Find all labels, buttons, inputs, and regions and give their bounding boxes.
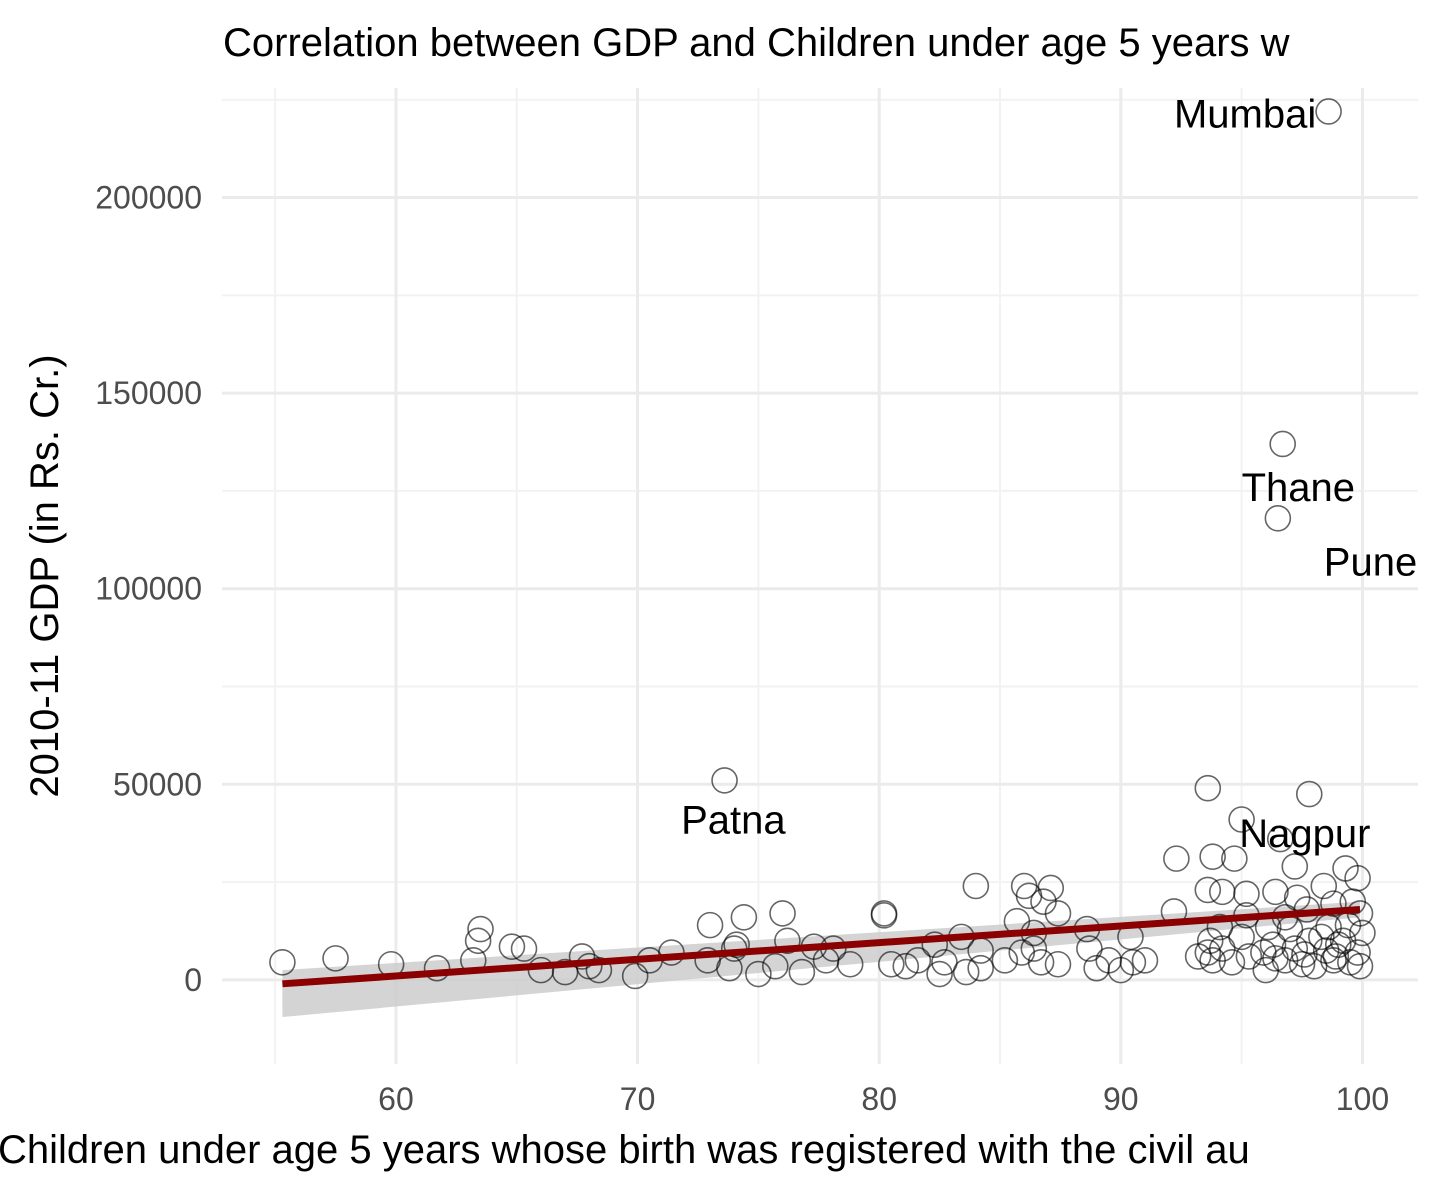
y-tick-label: 200000	[95, 180, 202, 216]
data-point	[1194, 774, 1222, 802]
data-point	[1233, 880, 1260, 908]
data-point	[788, 958, 816, 986]
data-point	[510, 935, 538, 962]
data-point	[1269, 430, 1296, 458]
data-point	[769, 900, 796, 927]
data-point	[1281, 853, 1309, 880]
x-tick-label: 90	[1103, 1081, 1139, 1117]
y-axis-ticks: 0 50000 100000 150000 200000	[95, 180, 202, 998]
data-point	[1194, 876, 1222, 904]
data-point	[745, 960, 772, 988]
data-point	[952, 958, 980, 986]
data-point	[1310, 872, 1338, 900]
data-point	[762, 952, 789, 980]
data-point	[1044, 950, 1072, 978]
data-point	[1322, 943, 1350, 970]
data-point	[1131, 947, 1159, 974]
x-tick-label: 100	[1336, 1081, 1389, 1117]
data-point	[991, 947, 1019, 974]
data-point	[585, 956, 613, 984]
x-axis-title: Children under age 5 years whose birth w…	[0, 1128, 1250, 1172]
data-point	[711, 767, 738, 794]
data-point	[1044, 900, 1072, 927]
data-point	[621, 962, 649, 990]
data-point	[1315, 98, 1342, 125]
data-point	[1262, 945, 1289, 972]
data-point	[1291, 941, 1318, 968]
data-point	[921, 931, 949, 958]
data-point	[1218, 948, 1246, 976]
y-tick-label: 0	[184, 962, 202, 998]
data-point	[1320, 947, 1347, 974]
data-point	[967, 954, 994, 982]
data-point	[423, 954, 451, 982]
data-point	[730, 904, 758, 931]
y-axis-title: 2010-11 GDP (in Rs. Cr.)	[23, 354, 67, 797]
data-point	[836, 950, 864, 978]
point-label: Pune	[1324, 540, 1417, 584]
data-point	[1344, 939, 1371, 966]
data-point	[1308, 923, 1335, 951]
data-point	[1015, 882, 1043, 910]
data-point	[568, 943, 596, 970]
data-point	[696, 911, 724, 939]
point-label: Mumbai	[1174, 92, 1316, 136]
trend-line-layer	[282, 905, 1361, 988]
data-point	[1163, 845, 1190, 872]
data-point	[1349, 919, 1376, 947]
data-point	[1206, 913, 1234, 941]
data-point	[1027, 948, 1055, 976]
data-point	[1262, 878, 1289, 906]
data-point	[1264, 505, 1292, 532]
data-point	[498, 933, 526, 960]
data-point	[1228, 806, 1255, 833]
data-point	[1020, 935, 1048, 962]
point-label: Thane	[1242, 466, 1355, 510]
data-point	[926, 960, 953, 988]
data-point	[1288, 950, 1316, 978]
data-point	[1119, 948, 1147, 976]
data-point	[467, 915, 494, 943]
data-point	[1076, 935, 1103, 962]
point-labels: Mumbai Thane Pune Patna Nagpur	[681, 92, 1417, 856]
data-point	[870, 902, 898, 929]
y-tick-label: 100000	[95, 571, 202, 607]
data-point	[322, 945, 349, 972]
y-tick-label: 50000	[113, 766, 202, 802]
x-tick-label: 80	[861, 1081, 897, 1117]
data-point	[1208, 878, 1236, 906]
point-label: Patna	[681, 799, 786, 843]
data-point	[1184, 943, 1212, 970]
data-point	[870, 900, 898, 927]
data-point	[1228, 923, 1255, 951]
data-point	[1295, 780, 1323, 808]
x-tick-label: 70	[620, 1081, 656, 1117]
data-point	[774, 927, 801, 955]
trend-line	[282, 905, 1361, 988]
data-point	[269, 948, 296, 976]
data-points	[269, 98, 1376, 990]
data-point	[1199, 947, 1226, 974]
data-point	[892, 952, 920, 980]
y-tick-label: 150000	[95, 375, 202, 411]
x-axis-ticks: 60 70 80 90 100	[378, 1081, 1389, 1117]
chart-title: Correlation between GDP and Children und…	[223, 21, 1290, 65]
point-label: Nagpur	[1239, 812, 1370, 856]
data-point	[1346, 952, 1374, 980]
data-point	[962, 872, 990, 900]
x-tick-label: 60	[378, 1081, 414, 1117]
data-point	[904, 947, 932, 974]
data-point	[1266, 825, 1294, 853]
data-point	[1235, 943, 1263, 970]
data-point	[1221, 845, 1248, 872]
data-point	[931, 948, 958, 976]
data-point	[464, 927, 492, 955]
data-point	[1271, 947, 1299, 974]
data-point	[1199, 843, 1226, 870]
data-point	[877, 950, 905, 978]
